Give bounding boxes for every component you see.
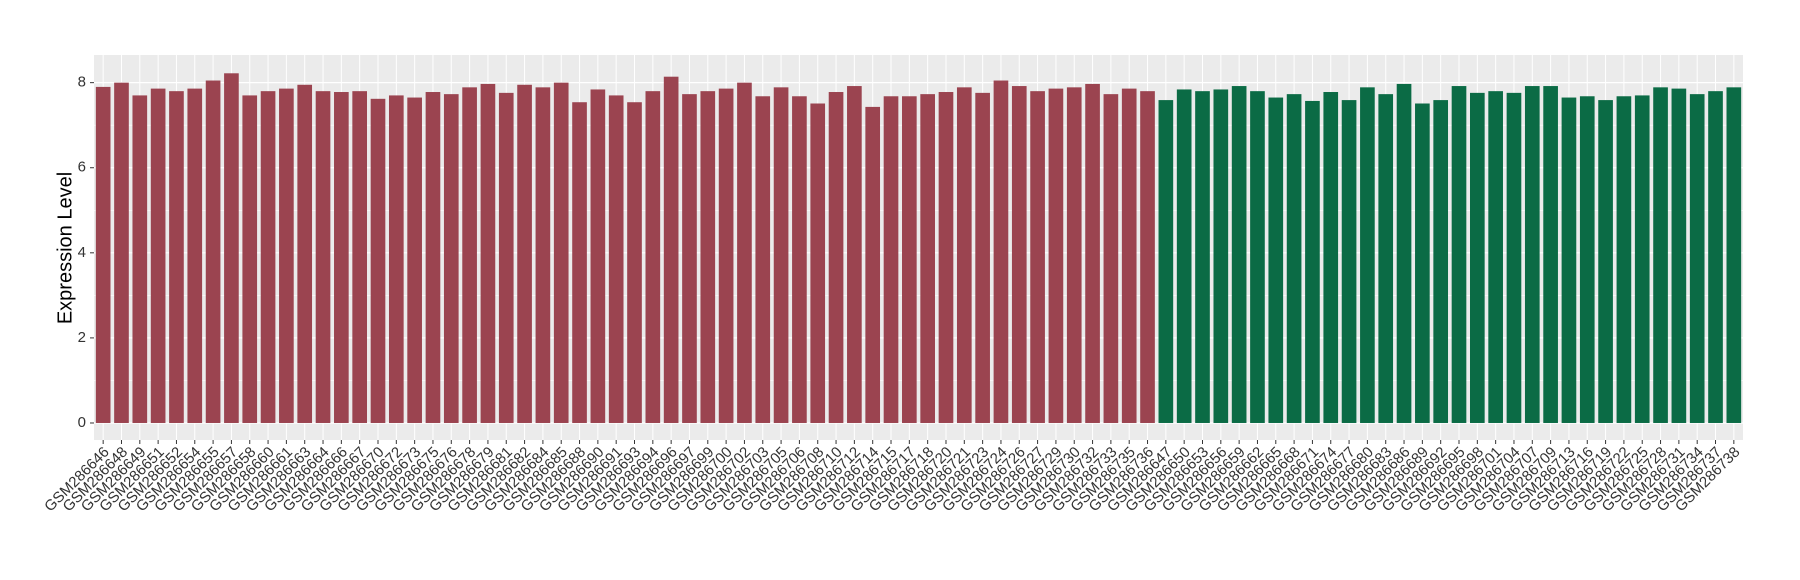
bar	[1469, 92, 1485, 423]
bar	[1689, 94, 1705, 423]
bar	[443, 94, 459, 423]
bar	[682, 94, 697, 423]
bar	[1488, 91, 1503, 423]
bar	[938, 92, 954, 423]
bar	[1048, 88, 1064, 423]
bar	[132, 95, 148, 423]
bar	[169, 91, 184, 423]
bar	[334, 92, 349, 423]
y-tick-label: 4	[78, 244, 86, 261]
bar	[663, 76, 679, 423]
bar	[553, 82, 569, 423]
bar	[920, 94, 935, 423]
panel	[94, 55, 1743, 440]
bar	[792, 96, 807, 423]
bar	[700, 91, 716, 423]
bar	[1103, 94, 1119, 423]
bar	[645, 91, 661, 423]
bar	[95, 86, 111, 423]
bar	[1634, 95, 1650, 423]
bar	[388, 95, 404, 423]
bar	[1140, 91, 1155, 423]
bar	[883, 96, 899, 423]
bar	[370, 98, 386, 423]
bar	[847, 86, 862, 423]
bar	[590, 89, 606, 423]
bar	[1653, 87, 1668, 423]
bar	[993, 80, 1009, 423]
bar	[187, 88, 203, 423]
bar	[1598, 100, 1613, 423]
bar	[1213, 89, 1229, 423]
bar	[1011, 86, 1027, 423]
bar	[755, 96, 771, 423]
bar	[205, 80, 221, 423]
bar	[1524, 86, 1540, 423]
bar	[1066, 87, 1082, 423]
bar	[828, 92, 844, 423]
bar	[1085, 83, 1100, 423]
bar	[462, 87, 477, 423]
bar	[1396, 83, 1412, 423]
bar	[1451, 86, 1467, 423]
bar	[1323, 92, 1339, 423]
bar	[1030, 91, 1045, 423]
y-tick-label: 6	[78, 159, 86, 176]
bar	[480, 83, 496, 423]
bar	[224, 73, 239, 423]
bar	[1561, 97, 1577, 423]
y-tick-label: 8	[78, 74, 86, 91]
bar	[1121, 88, 1137, 423]
bar	[627, 102, 642, 423]
bar	[517, 84, 532, 423]
bar	[975, 92, 990, 423]
bar	[737, 82, 752, 423]
bar	[718, 88, 734, 423]
bar	[1543, 86, 1558, 423]
bar	[1726, 87, 1742, 423]
bar	[1671, 88, 1687, 423]
bar	[956, 87, 972, 423]
bar	[1268, 97, 1284, 423]
bar	[1415, 103, 1430, 423]
bar	[1506, 92, 1522, 423]
bar	[810, 103, 826, 423]
bar	[1176, 89, 1192, 423]
y-tick-label: 0	[78, 414, 86, 431]
y-tick-label: 2	[78, 329, 86, 346]
bar	[1360, 87, 1375, 423]
bar	[279, 88, 294, 423]
bar	[297, 84, 313, 423]
bar	[150, 88, 166, 423]
bar	[1579, 96, 1595, 423]
bar	[1158, 100, 1174, 423]
bar	[1286, 94, 1302, 423]
bar	[315, 91, 331, 423]
bar	[352, 91, 368, 423]
bar	[1305, 100, 1320, 423]
bar	[865, 106, 881, 423]
bar	[572, 102, 587, 423]
bar	[407, 97, 422, 423]
y-axis-label: Expression Level	[54, 172, 76, 324]
bar	[773, 87, 789, 423]
bar	[902, 96, 917, 423]
bar	[1195, 91, 1210, 423]
bar	[1616, 96, 1632, 423]
bar	[498, 92, 514, 423]
bar	[535, 87, 551, 423]
bar	[425, 92, 441, 423]
bar	[260, 91, 276, 423]
bar	[608, 95, 624, 423]
bar	[114, 82, 129, 423]
bar	[1250, 91, 1265, 423]
bar	[242, 95, 258, 423]
bar	[1341, 100, 1357, 423]
bar	[1708, 91, 1723, 423]
bar	[1378, 94, 1394, 423]
bar	[1433, 100, 1449, 423]
bar	[1231, 86, 1247, 423]
